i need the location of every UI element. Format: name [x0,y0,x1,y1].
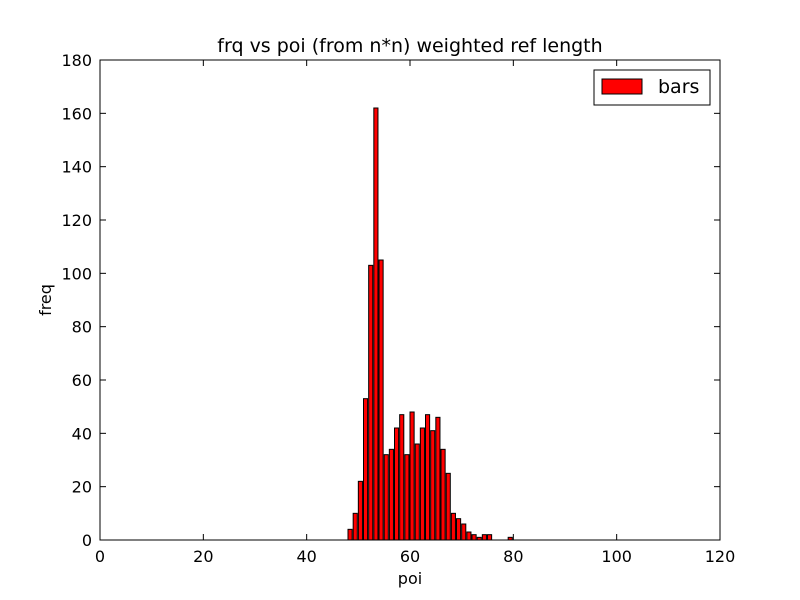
bar [466,531,472,541]
bar [394,427,400,541]
chart-title: frq vs poi (from n*n) weighted ref lengt… [217,35,602,57]
y-tick-label: 180 [61,51,92,70]
bar [357,480,363,541]
legend-label: bars [658,76,699,98]
bar [456,518,462,541]
y-tick-label: 80 [72,318,92,337]
x-tick-label: 100 [601,547,632,566]
ticks-layer: 0 20 40 60 80 100 120 0 20 40 60 80 100 120 140 160 180 [61,51,735,566]
y-axis-label: freq [36,284,55,316]
bar [388,448,394,541]
x-tick-label: 40 [296,547,316,566]
bar [445,472,451,541]
bar [383,454,389,541]
x-tick-label: 0 [95,547,105,566]
bar [461,523,467,541]
x-tick-label: 120 [705,547,736,566]
y-tick-label: 0 [82,531,92,550]
bar [373,107,379,541]
y-tick-label: 20 [72,478,92,497]
y-tick-label: 100 [61,264,92,283]
bar [378,259,384,541]
x-tick-label: 80 [503,547,523,566]
bar [425,414,431,541]
y-tick-label: 140 [61,158,92,177]
bar [471,534,477,541]
y-tick-label: 40 [72,424,92,443]
y-tick-label: 60 [72,371,92,390]
legend: bars [593,69,711,106]
bar [409,411,415,541]
bar [363,398,369,541]
bar [481,534,487,541]
bar [352,512,358,541]
bar [487,534,493,541]
bar [368,264,374,541]
plot-frame [99,59,721,541]
x-tick-label: 20 [193,547,213,566]
legend-swatch [601,78,643,95]
bar [399,414,405,541]
x-axis-label: poi [398,569,422,588]
x-tick-label: 60 [400,547,420,566]
y-tick-label: 160 [61,104,92,123]
bar [347,528,353,541]
bar [440,448,446,541]
bar [435,416,441,541]
y-tick-label: 120 [61,211,92,230]
bar [414,443,420,541]
bar [404,454,410,541]
bar [419,427,425,541]
bar [430,430,436,541]
bar [450,512,456,541]
